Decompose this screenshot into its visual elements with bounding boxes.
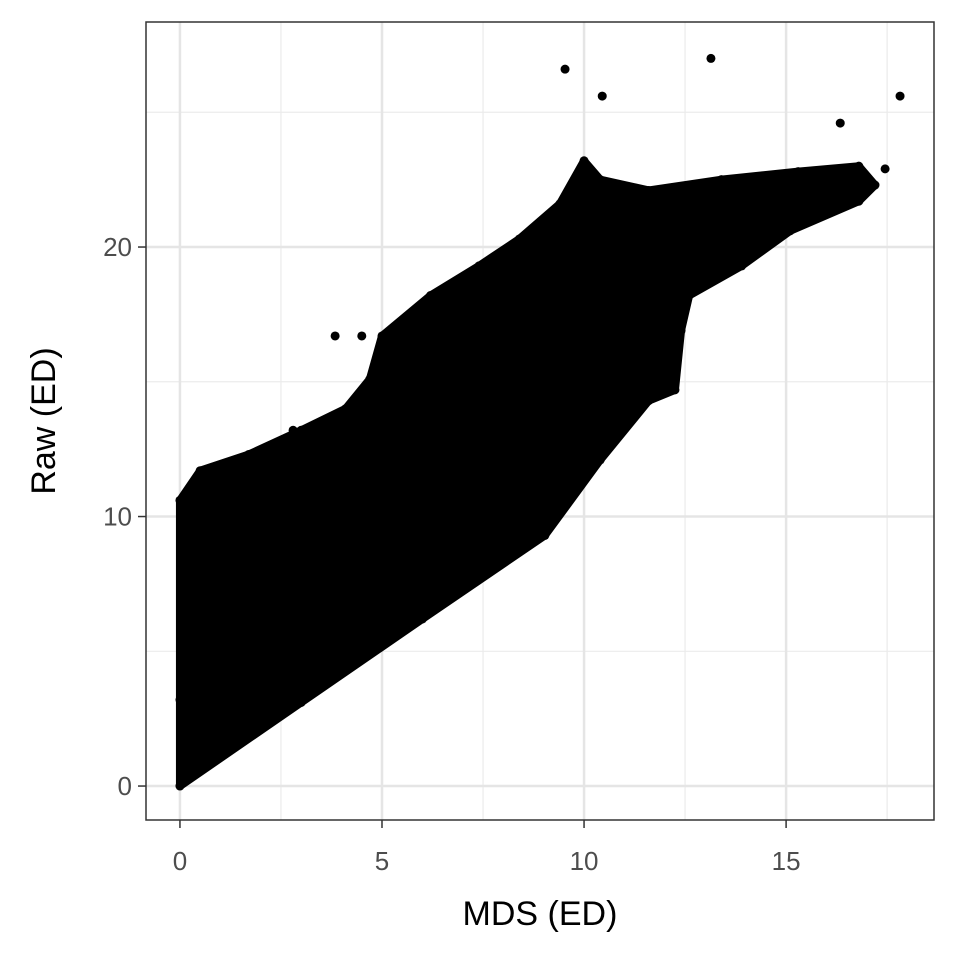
point <box>555 199 565 209</box>
point <box>425 291 435 301</box>
point <box>514 234 524 244</box>
point <box>377 331 387 341</box>
x-tick-label: 10 <box>570 846 599 876</box>
point <box>540 530 550 540</box>
x-tick-label: 5 <box>375 846 389 876</box>
point <box>597 91 607 101</box>
point <box>737 261 747 271</box>
point <box>244 450 254 460</box>
point <box>870 180 880 190</box>
plot-frame <box>145 21 935 821</box>
point <box>644 185 654 195</box>
point <box>670 385 680 395</box>
point <box>595 175 605 185</box>
point <box>854 161 864 171</box>
axes: 0 5 10 15 0 10 20 <box>103 232 800 876</box>
y-tick-label: 10 <box>103 502 132 532</box>
point <box>880 164 890 174</box>
point <box>716 175 726 185</box>
y-tick-label: 20 <box>103 232 132 262</box>
point <box>417 614 427 624</box>
x-axis-title: MDS (ED) <box>463 895 618 933</box>
point <box>644 396 654 406</box>
point <box>676 326 686 336</box>
point <box>474 261 484 271</box>
x-tick-label: 15 <box>772 846 801 876</box>
point <box>365 374 375 384</box>
point <box>296 425 306 435</box>
point <box>288 425 298 435</box>
point <box>579 156 589 166</box>
point <box>562 199 572 209</box>
point <box>684 291 694 301</box>
point <box>785 226 795 236</box>
point <box>706 53 716 63</box>
marks <box>175 53 905 791</box>
y-axis-title: Raw (ED) <box>25 347 63 494</box>
point <box>357 331 367 341</box>
point <box>854 196 864 206</box>
point-cloud <box>175 156 880 791</box>
point <box>595 455 605 465</box>
point <box>330 331 340 341</box>
y-tick-label: 0 <box>118 771 132 801</box>
point <box>175 495 185 505</box>
point <box>175 695 185 705</box>
point <box>835 118 845 128</box>
point <box>895 91 905 101</box>
point <box>341 404 351 414</box>
point <box>195 466 205 476</box>
point <box>296 697 306 707</box>
point <box>793 167 803 177</box>
point <box>175 781 185 791</box>
point <box>560 64 570 74</box>
x-tick-label: 0 <box>173 846 187 876</box>
